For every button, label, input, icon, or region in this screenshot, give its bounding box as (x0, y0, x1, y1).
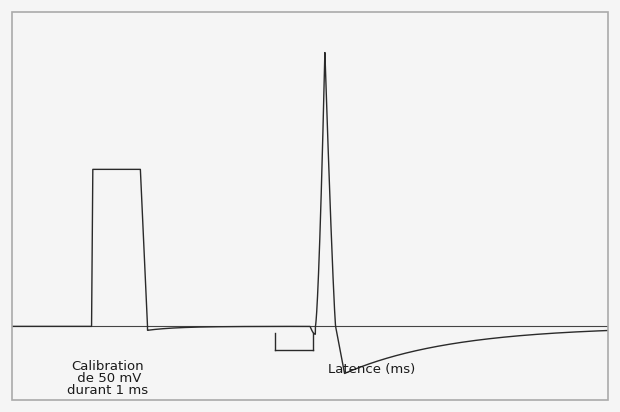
Text: Latence (ms): Latence (ms) (328, 363, 415, 376)
Text: Calibration: Calibration (71, 360, 144, 373)
Text: durant 1 ms: durant 1 ms (67, 384, 148, 397)
Text: de 50 mV: de 50 mV (73, 372, 142, 385)
Bar (12, 12, 608, 400)
